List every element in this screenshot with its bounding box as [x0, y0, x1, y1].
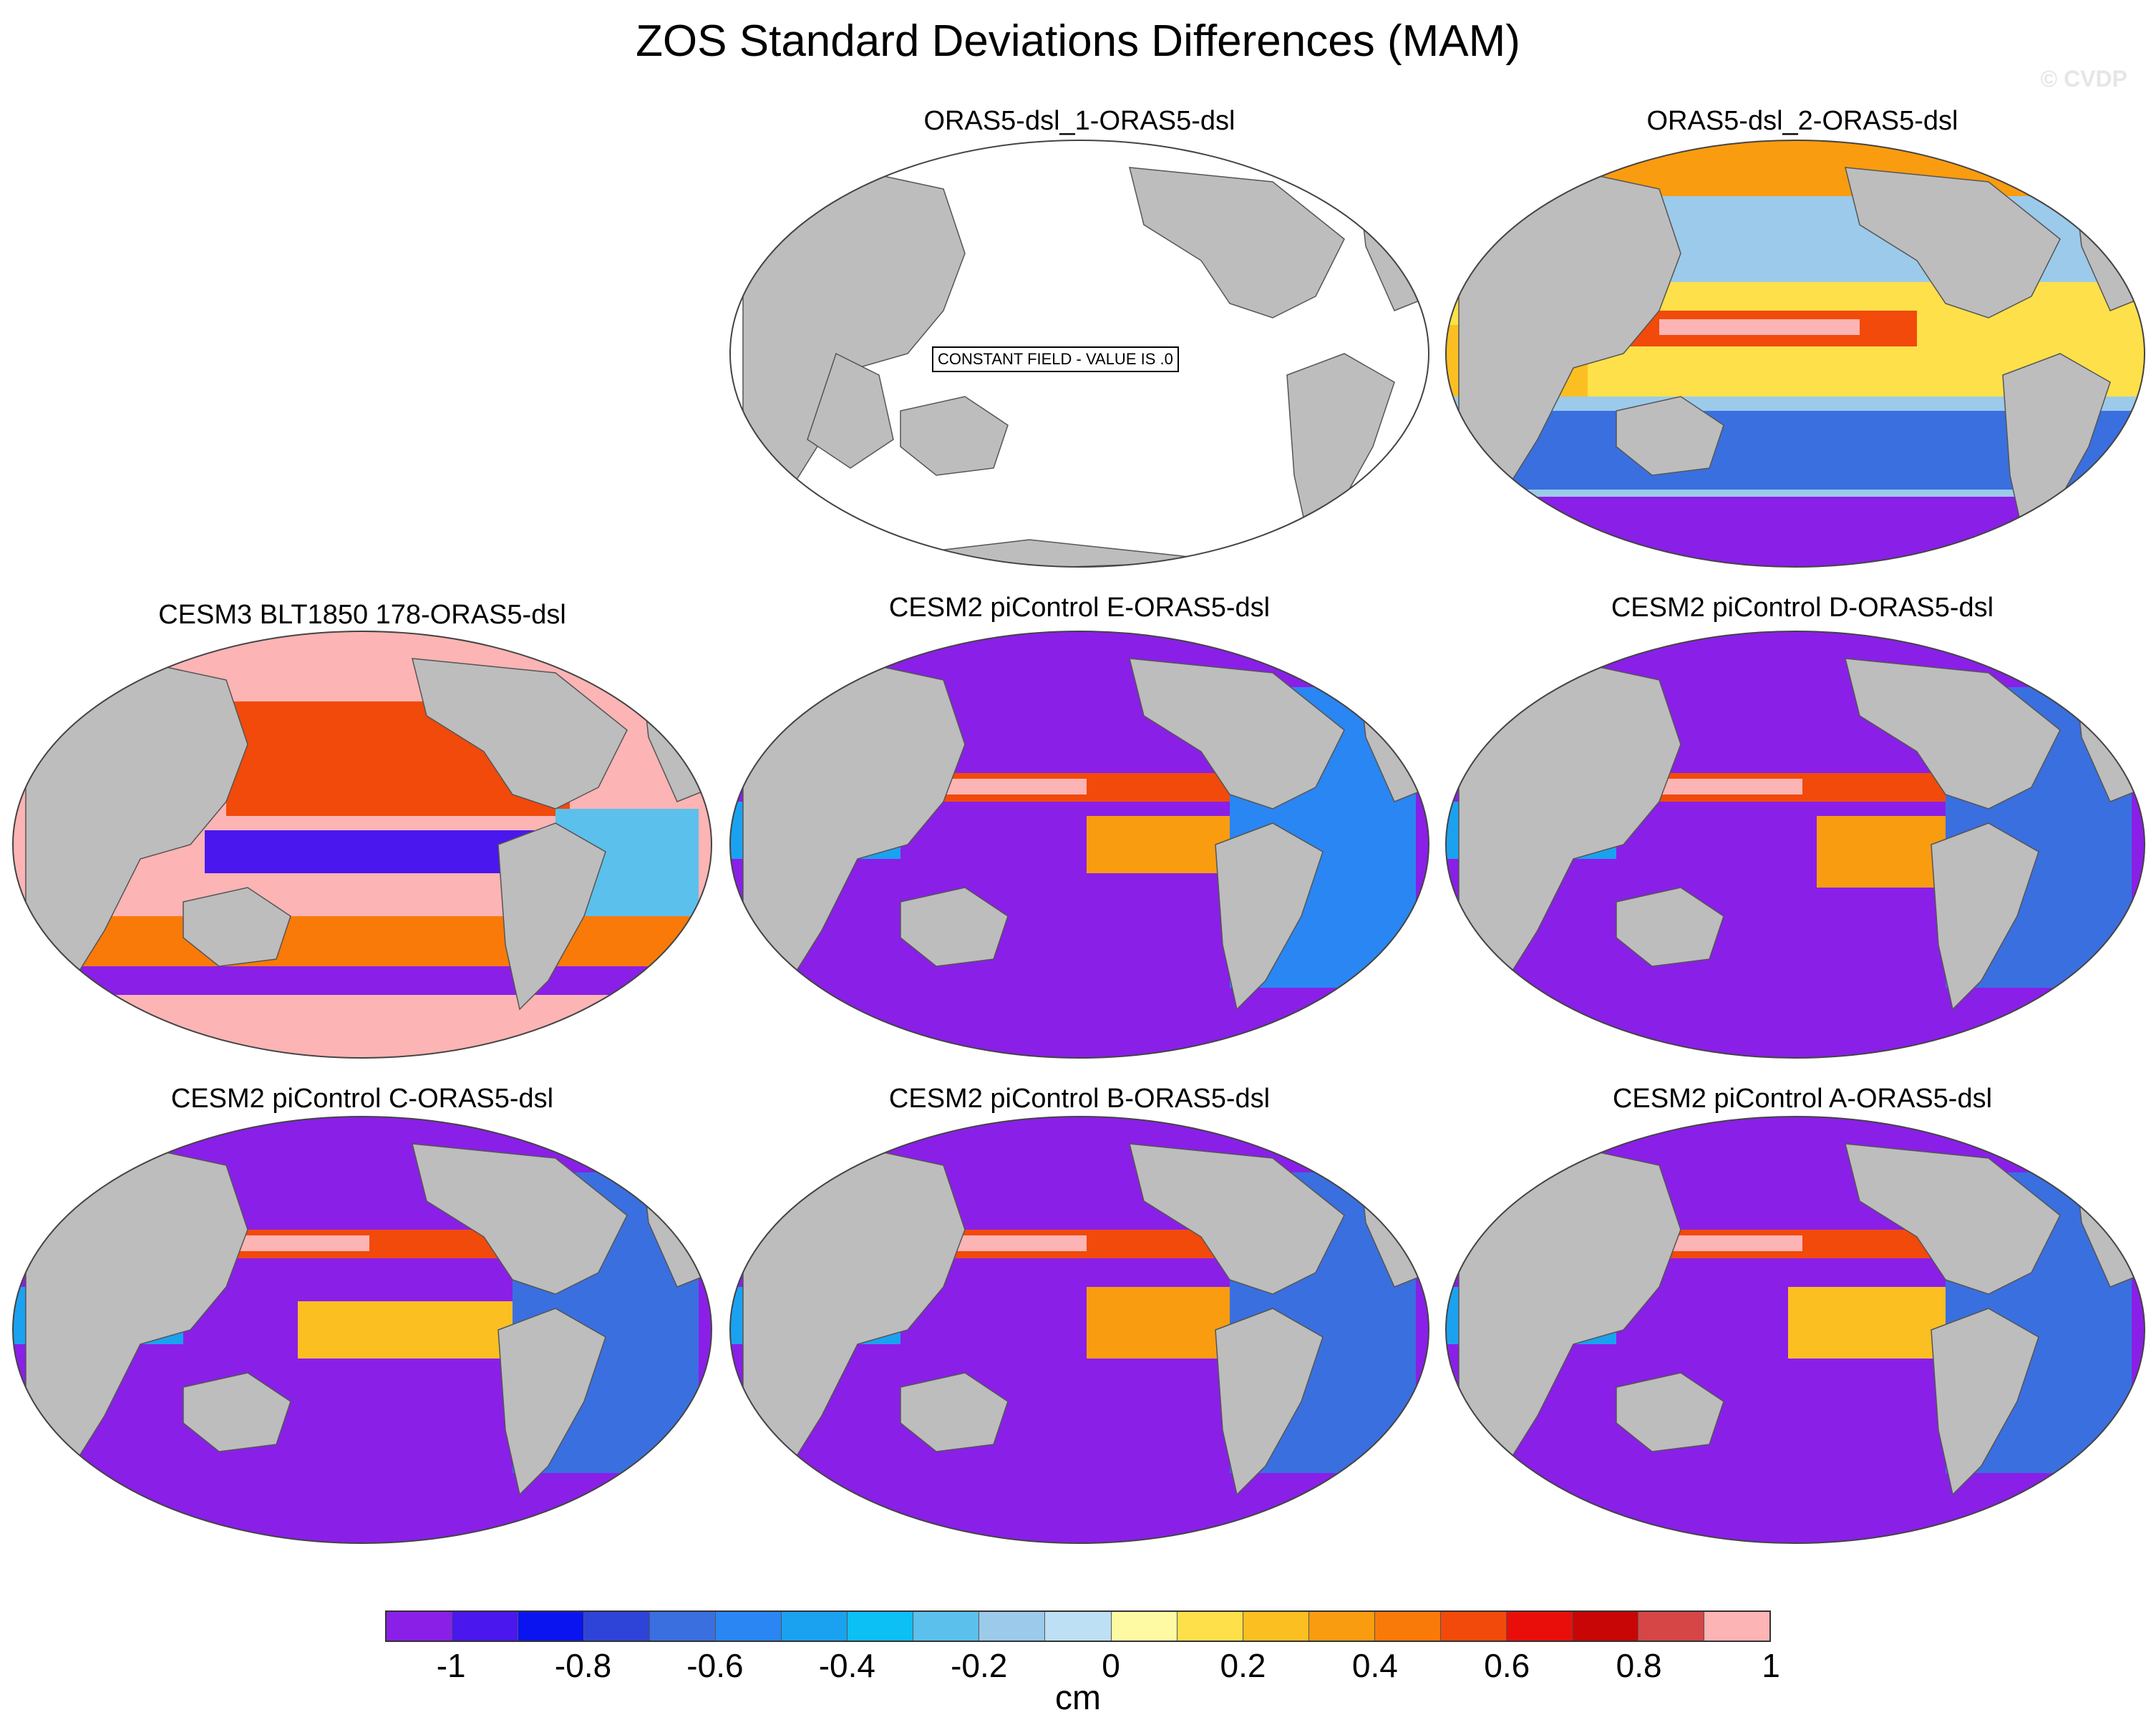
panel-title-4: CESM2 piControl E-ORAS5-dsl	[888, 593, 1271, 623]
panel-title-5: CESM2 piControl D-ORAS5-dsl	[1611, 593, 1994, 623]
map-panel-2	[1445, 140, 2145, 568]
panel-title-6: CESM2 piControl C-ORAS5-dsl	[170, 1084, 554, 1114]
map-panel-8	[1445, 1116, 2145, 1544]
colorbar-swatch	[1704, 1612, 1769, 1641]
colorbar-swatch	[1045, 1612, 1112, 1641]
colorbar-swatch	[848, 1612, 914, 1641]
panel-title-7: CESM2 piControl B-ORAS5-dsl	[888, 1084, 1271, 1114]
colorbar	[385, 1610, 1771, 1642]
panel-title-2: ORAS5-dsl_2-ORAS5-dsl	[1646, 106, 1958, 136]
map-panel-5	[1445, 631, 2145, 1059]
map-panel-7	[729, 1116, 1429, 1544]
map-panel-6	[12, 1116, 712, 1544]
map-panel-4	[729, 631, 1429, 1059]
colorbar-tick-label: -0.2	[951, 1647, 1008, 1684]
colorbar-tick-label: -0.8	[554, 1647, 612, 1684]
colorbar-tick-label: 0.6	[1484, 1647, 1530, 1684]
colorbar-tick-label: 0.2	[1220, 1647, 1266, 1684]
colorbar-swatch	[1572, 1612, 1638, 1641]
colorbar-swatch	[1638, 1612, 1704, 1641]
colorbar-swatch	[387, 1612, 453, 1641]
colorbar-tick-label: -0.4	[818, 1647, 875, 1684]
colorbar-tick-label: 0.8	[1616, 1647, 1662, 1684]
panel-title-1: ORAS5-dsl_1-ORAS5-dsl	[923, 106, 1235, 136]
colorbar-swatch	[650, 1612, 717, 1641]
panel-title-3: CESM3 BLT1850 178-ORAS5-dsl	[158, 600, 566, 630]
colorbar-swatch	[1308, 1612, 1375, 1641]
colorbar-tick-label: 1	[1762, 1647, 1780, 1684]
colorbar-swatch	[584, 1612, 651, 1641]
constant-field-label: CONSTANT FIELD - VALUE IS .0	[932, 346, 1179, 372]
colorbar-swatch	[518, 1612, 585, 1641]
colorbar-tick-label: -1	[436, 1647, 466, 1684]
figure-title: ZOS Standard Deviations Differences (MAM…	[636, 16, 1520, 66]
colorbar-swatch	[452, 1612, 519, 1641]
colorbar-swatch	[979, 1612, 1046, 1641]
colorbar-swatch	[913, 1612, 980, 1641]
map-panel-1	[729, 140, 1429, 568]
colorbar-swatch	[1177, 1612, 1243, 1641]
colorbar-swatch	[1506, 1612, 1573, 1641]
colorbar-swatch	[1374, 1612, 1441, 1641]
colorbar-tick-label: 0	[1102, 1647, 1120, 1684]
colorbar-swatch	[1243, 1612, 1309, 1641]
colorbar-swatch	[782, 1612, 848, 1641]
map-panel-3	[12, 631, 712, 1059]
colorbar-swatch	[1440, 1612, 1507, 1641]
colorbar-units: cm	[1055, 1679, 1101, 1717]
panel-title-8: CESM2 piControl A-ORAS5-dsl	[1612, 1084, 1993, 1114]
colorbar-swatch	[716, 1612, 782, 1641]
watermark: © CVDP	[2040, 66, 2127, 92]
colorbar-swatch	[1111, 1612, 1177, 1641]
colorbar-tick-label: 0.4	[1351, 1647, 1398, 1684]
colorbar-tick-label: -0.6	[686, 1647, 744, 1684]
